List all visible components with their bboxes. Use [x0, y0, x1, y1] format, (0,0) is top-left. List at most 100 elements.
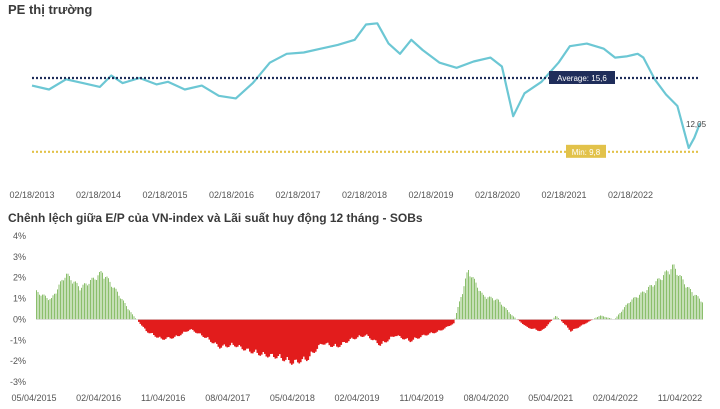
- spread-y-tick-label: 2%: [13, 273, 26, 283]
- spread-bar: [477, 287, 478, 320]
- spread-bar: [241, 319, 244, 350]
- spread-bar: [601, 315, 603, 320]
- spread-x-tick-label: 05/04/2021: [528, 393, 573, 403]
- spread-bar: [663, 275, 664, 320]
- spread-bar: [631, 299, 633, 320]
- spread-bar: [580, 319, 583, 326]
- pe-x-tick-label: 02/18/2021: [541, 190, 586, 200]
- spread-bar: [168, 319, 170, 337]
- spread-bar: [574, 319, 577, 329]
- spread-bar: [339, 319, 341, 347]
- spread-bar: [595, 317, 597, 320]
- spread-bar: [687, 287, 688, 320]
- spread-bar: [75, 281, 76, 320]
- spread-bar: [249, 319, 251, 352]
- spread-bar: [270, 319, 272, 354]
- spread-bar: [492, 298, 493, 320]
- spread-bar: [657, 278, 658, 320]
- spread-bar: [48, 300, 49, 320]
- spread-bar: [237, 319, 239, 347]
- spread-bar: [444, 319, 446, 329]
- spread-bar: [679, 275, 681, 320]
- spread-bar: [135, 318, 136, 320]
- spread-bar: [688, 287, 690, 320]
- spread-bar: [202, 319, 205, 337]
- spread-bar: [210, 319, 212, 342]
- spread-x-tick-label: 05/04/2015: [11, 393, 56, 403]
- spread-bar: [39, 294, 40, 320]
- spread-bar: [418, 319, 421, 339]
- spread-bar: [636, 297, 637, 320]
- spread-bar: [183, 319, 185, 332]
- spread-bar: [72, 283, 73, 320]
- spread-bar: [171, 319, 173, 339]
- spread-bar: [255, 319, 257, 350]
- average-label-box: [549, 71, 615, 84]
- spread-bar: [471, 277, 472, 320]
- spread-bar: [304, 319, 307, 360]
- spread-bar: [133, 316, 135, 320]
- spread-bar: [684, 284, 685, 320]
- spread-bar: [333, 319, 335, 346]
- spread-y-tick-label: -2%: [10, 356, 26, 366]
- spread-bar: [279, 319, 281, 355]
- spread-bar: [60, 281, 61, 320]
- spread-bar: [609, 318, 610, 320]
- spread-bar: [484, 296, 486, 320]
- spread-bar: [187, 319, 190, 332]
- spread-bar: [319, 319, 322, 344]
- spread-bar: [207, 319, 209, 338]
- spread-bar: [670, 269, 672, 320]
- spread-bar: [123, 300, 124, 320]
- spread-bar: [666, 270, 667, 320]
- spread-bar: [352, 319, 355, 339]
- spread-bar: [649, 285, 651, 320]
- spread-bar: [178, 319, 181, 337]
- spread-bar: [702, 302, 703, 320]
- spread-bar: [639, 294, 640, 320]
- spread-bar: [391, 319, 394, 337]
- spread-bar: [555, 316, 556, 320]
- spread-bar: [441, 319, 443, 331]
- spread-bar: [637, 297, 639, 320]
- spread-bar: [126, 306, 127, 320]
- pe-series-line: [31, 22, 702, 150]
- spread-bar: [252, 319, 254, 354]
- spread-bar: [432, 319, 434, 334]
- spread-bar: [172, 319, 175, 339]
- spread-bar: [52, 295, 54, 320]
- spread-bar: [489, 296, 490, 320]
- spread-bar: [642, 291, 643, 320]
- spread-bar: [127, 309, 129, 320]
- spread-bar: [550, 319, 553, 321]
- spread-bar: [174, 319, 176, 337]
- spread-bar: [622, 309, 624, 320]
- spread-bar: [474, 278, 475, 320]
- spread-bar: [669, 274, 670, 320]
- spread-bar: [247, 319, 250, 349]
- spread-bar: [457, 307, 459, 320]
- spread-bar: [232, 319, 235, 345]
- spread-bar: [141, 319, 143, 326]
- spread-bar: [274, 319, 277, 359]
- spread-bar: [378, 319, 380, 346]
- spread-bar: [177, 319, 179, 337]
- spread-bar: [541, 319, 544, 330]
- spread-bar: [300, 319, 302, 363]
- spread-bar: [318, 319, 320, 346]
- spread-bar: [394, 319, 397, 337]
- spread-bar: [540, 319, 542, 331]
- spread-bar: [469, 276, 471, 320]
- spread-bar: [198, 319, 200, 334]
- spread-bar: [79, 290, 81, 320]
- spread-bar: [549, 319, 551, 323]
- spread-bar: [544, 319, 547, 328]
- spread-bar: [310, 319, 313, 352]
- spread-bar: [406, 319, 409, 339]
- average-label: Average: 15,6: [549, 71, 615, 84]
- spread-bar: [337, 319, 340, 348]
- spread-bar: [586, 319, 589, 323]
- spread-bar: [381, 319, 383, 344]
- spread-bar: [90, 280, 91, 320]
